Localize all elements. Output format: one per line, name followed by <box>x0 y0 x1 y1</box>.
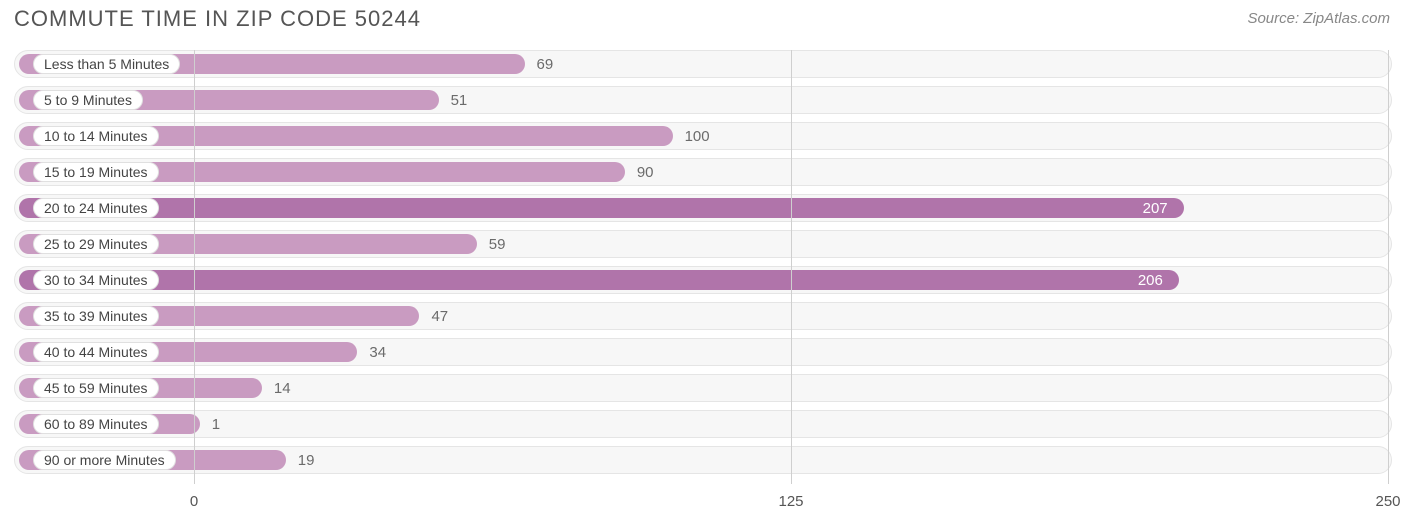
bar-row: 35 to 39 Minutes 47 <box>14 302 1392 330</box>
plot-area: Less than 5 Minutes 69 5 to 9 Minutes 51 10 … <box>14 50 1392 484</box>
bar-row: Less than 5 Minutes 69 <box>14 50 1392 78</box>
bar-row: 15 to 19 Minutes 90 <box>14 158 1392 186</box>
category-label-pill: 90 or more Minutes <box>33 450 176 470</box>
bar-row: 30 to 34 Minutes 206 <box>14 266 1392 294</box>
x-tick-label: 0 <box>190 493 198 510</box>
bar-row: 90 or more Minutes 19 <box>14 446 1392 474</box>
chart-source: Source: ZipAtlas.com <box>1247 10 1390 27</box>
bar-row: 10 to 14 Minutes 100 <box>14 122 1392 150</box>
chart-title: COMMUTE TIME IN ZIP CODE 50244 <box>14 6 421 32</box>
gridline <box>1388 50 1389 484</box>
bar <box>19 270 1179 290</box>
value-label: 51 <box>451 87 468 113</box>
category-label-pill: 10 to 14 Minutes <box>33 126 159 146</box>
category-label-pill: Less than 5 Minutes <box>33 54 180 74</box>
x-tick-label: 125 <box>778 493 803 510</box>
value-label: 207 <box>1143 195 1168 221</box>
bar-row: 40 to 44 Minutes 34 <box>14 338 1392 366</box>
value-label: 14 <box>274 375 291 401</box>
bar-row: 5 to 9 Minutes 51 <box>14 86 1392 114</box>
value-label: 206 <box>1138 267 1163 293</box>
category-label-pill: 60 to 89 Minutes <box>33 414 159 434</box>
bar-row: 60 to 89 Minutes 1 <box>14 410 1392 438</box>
chart-container: COMMUTE TIME IN ZIP CODE 50244 Source: Z… <box>0 0 1406 524</box>
category-label-pill: 20 to 24 Minutes <box>33 198 159 218</box>
bar-row: 25 to 29 Minutes 59 <box>14 230 1392 258</box>
value-label: 34 <box>369 339 386 365</box>
category-label-pill: 45 to 59 Minutes <box>33 378 159 398</box>
gridline <box>791 50 792 484</box>
category-label-pill: 30 to 34 Minutes <box>33 270 159 290</box>
value-label: 59 <box>489 231 506 257</box>
value-label: 47 <box>431 303 448 329</box>
category-label-pill: 15 to 19 Minutes <box>33 162 159 182</box>
bar-row: 20 to 24 Minutes 207 <box>14 194 1392 222</box>
value-label: 90 <box>637 159 654 185</box>
x-tick-label: 250 <box>1375 493 1400 510</box>
bar-row: 45 to 59 Minutes 14 <box>14 374 1392 402</box>
gridline <box>194 50 195 484</box>
category-label-pill: 35 to 39 Minutes <box>33 306 159 326</box>
value-label: 19 <box>298 447 315 473</box>
value-label: 1 <box>212 411 220 437</box>
category-label-pill: 5 to 9 Minutes <box>33 90 143 110</box>
category-label-pill: 25 to 29 Minutes <box>33 234 159 254</box>
category-label-pill: 40 to 44 Minutes <box>33 342 159 362</box>
value-label: 100 <box>685 123 710 149</box>
value-label: 69 <box>537 51 554 77</box>
